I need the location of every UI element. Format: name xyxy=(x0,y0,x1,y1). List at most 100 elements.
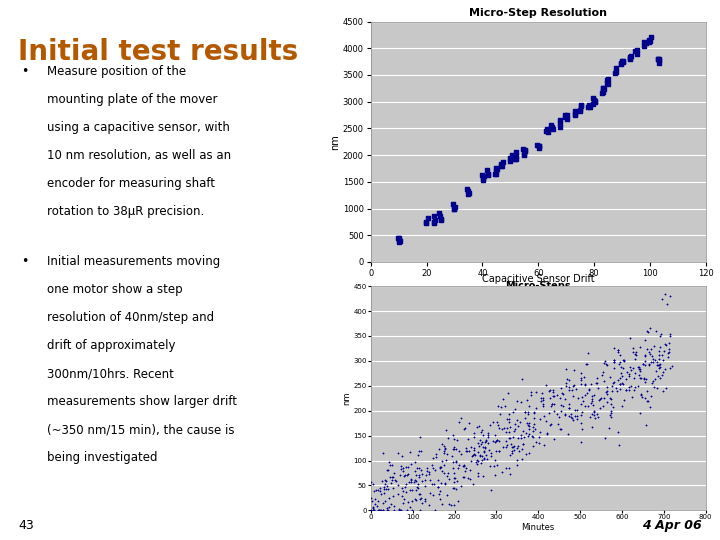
Point xyxy=(394,234,405,242)
Point xyxy=(559,379,571,387)
Point xyxy=(392,489,404,498)
Point xyxy=(624,55,635,63)
Point xyxy=(598,84,609,93)
Point xyxy=(435,462,446,471)
Point xyxy=(410,467,421,475)
Point xyxy=(508,408,519,417)
Point xyxy=(522,408,534,416)
Point xyxy=(507,432,518,441)
Point xyxy=(436,456,448,465)
Point xyxy=(445,501,456,509)
Point xyxy=(415,446,426,455)
Point xyxy=(536,394,547,402)
Point xyxy=(503,428,515,436)
Point xyxy=(485,485,497,494)
Point xyxy=(564,403,575,412)
Point xyxy=(402,463,414,472)
Point xyxy=(376,476,387,485)
Point xyxy=(482,165,493,174)
Point xyxy=(395,506,406,515)
Point xyxy=(642,327,653,335)
Point xyxy=(616,369,627,377)
Point xyxy=(533,432,544,441)
Point xyxy=(592,373,603,382)
Point xyxy=(472,472,483,481)
Point xyxy=(419,476,431,484)
Point xyxy=(614,384,626,393)
Point xyxy=(474,422,485,430)
Point xyxy=(580,380,591,389)
Point xyxy=(378,489,390,497)
Point xyxy=(451,476,463,485)
Point xyxy=(598,377,610,386)
Point xyxy=(523,420,534,429)
Point xyxy=(383,494,395,502)
Point xyxy=(656,294,667,303)
Point xyxy=(630,347,642,356)
Point xyxy=(394,237,405,246)
Point xyxy=(652,361,664,369)
Point xyxy=(541,381,552,389)
Point xyxy=(548,407,559,415)
Point xyxy=(506,150,518,159)
Point xyxy=(490,437,502,445)
Point xyxy=(480,450,491,459)
Point xyxy=(640,421,652,429)
Point xyxy=(633,364,644,373)
Point xyxy=(366,478,377,487)
Point xyxy=(572,406,583,414)
Point xyxy=(438,447,449,456)
Point xyxy=(628,386,639,394)
Point xyxy=(501,441,513,449)
Point xyxy=(528,441,539,450)
Point xyxy=(644,37,656,46)
Point xyxy=(461,447,472,455)
Point xyxy=(509,405,521,414)
Point xyxy=(467,451,478,460)
Point xyxy=(490,431,501,440)
Point xyxy=(563,400,575,408)
Point xyxy=(494,437,505,445)
Point xyxy=(639,394,651,402)
Point xyxy=(405,475,416,484)
Point xyxy=(493,424,505,433)
Point xyxy=(372,501,383,510)
Point xyxy=(528,409,540,418)
Point xyxy=(436,467,447,475)
X-axis label: Minutes: Minutes xyxy=(521,523,555,532)
Point xyxy=(523,424,534,433)
Point xyxy=(465,443,477,451)
Point xyxy=(408,478,420,487)
Point xyxy=(495,162,507,171)
Point xyxy=(438,468,449,477)
Point xyxy=(559,395,571,403)
Point xyxy=(653,361,665,369)
Point xyxy=(634,343,646,352)
Point xyxy=(574,106,585,114)
Point xyxy=(491,418,503,427)
Point xyxy=(546,120,557,129)
Point xyxy=(629,46,641,55)
Point xyxy=(662,299,673,308)
Point xyxy=(379,485,390,494)
Point xyxy=(562,114,573,123)
Point xyxy=(650,366,662,375)
Point xyxy=(472,448,484,457)
Point xyxy=(518,151,529,159)
Point xyxy=(651,357,662,366)
Point xyxy=(608,358,620,367)
Point xyxy=(477,456,488,464)
Point xyxy=(575,101,586,110)
Point xyxy=(643,327,654,336)
Point xyxy=(592,413,603,422)
Point xyxy=(517,426,528,435)
Point xyxy=(554,116,566,124)
Point xyxy=(563,376,575,384)
Point xyxy=(367,506,379,515)
Point xyxy=(487,418,499,427)
Point xyxy=(605,409,616,417)
Point xyxy=(472,456,484,465)
Point xyxy=(598,368,609,377)
Point xyxy=(659,340,670,348)
Point xyxy=(407,506,418,515)
